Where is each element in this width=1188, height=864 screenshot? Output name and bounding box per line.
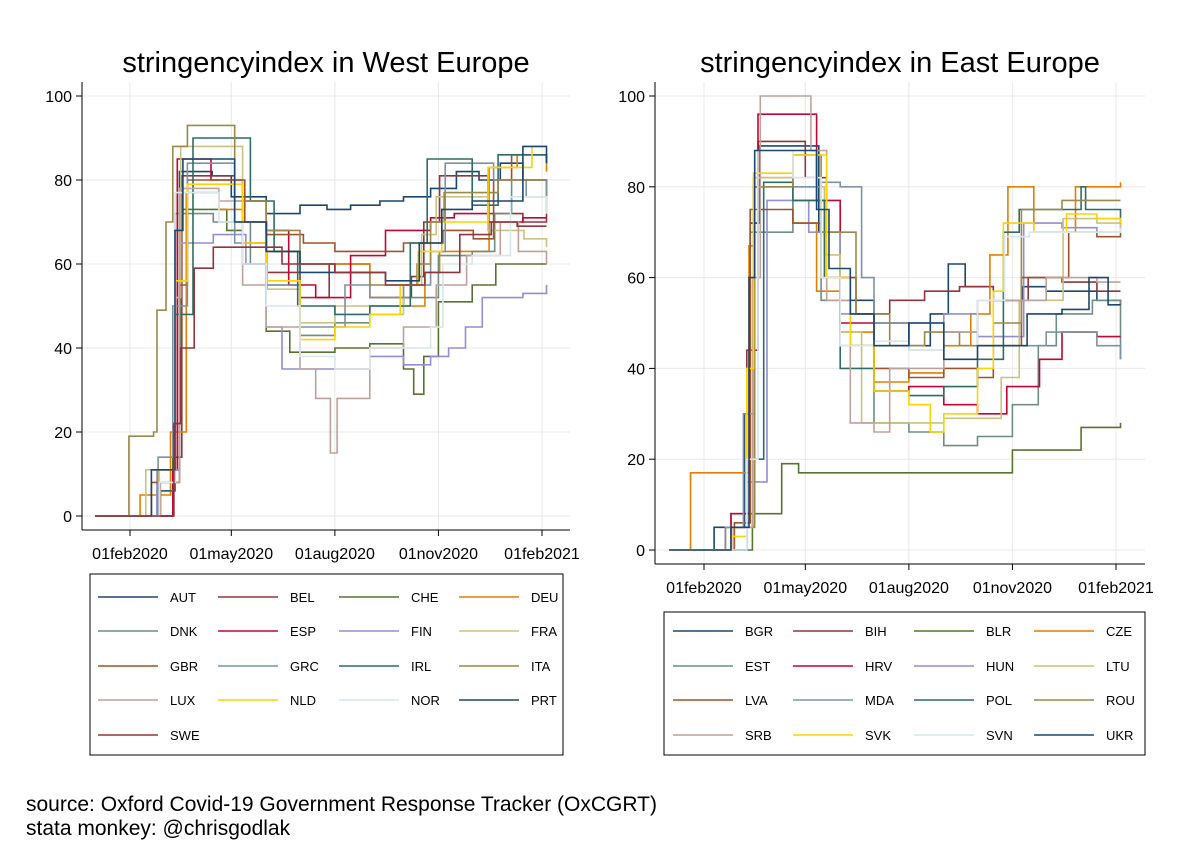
series-line-irl [95, 137, 548, 517]
chart-title: stringencyindex in East Europe [700, 47, 1100, 79]
x-tick-label: 01may2020 [763, 580, 847, 597]
x-tick-label: 01nov2020 [973, 580, 1052, 597]
legend-label-irl: IRL [411, 659, 431, 674]
chart-title: stringencyindex in West Europe [122, 47, 529, 79]
author-line: stata monkey: @chrisgodlak [26, 817, 291, 840]
y-tick-label: 80 [54, 173, 72, 190]
legend: AUT BEL CHE DEU DNK ESP FIN FRA GBR GRC IRL ITA LUX N… [89, 573, 564, 756]
legend-label-blr: BLR [986, 624, 1011, 639]
legend-label-bih: BIH [865, 624, 887, 639]
legend-label-ita: ITA [531, 659, 551, 674]
y-tick-label: 100 [45, 89, 72, 106]
series-line-blr [669, 422, 1122, 551]
series-line-bgr [669, 145, 1122, 551]
legend-label-lux: LUX [170, 693, 196, 708]
legend-label-esp: ESP [290, 624, 316, 639]
x-tick-label: 01feb2020 [92, 546, 168, 563]
legend-label-ltu: LTU [1106, 659, 1130, 674]
legend-box [663, 611, 1146, 756]
series-line-prt [95, 145, 548, 517]
y-tick-label: 20 [627, 452, 645, 469]
x-tick-label: 01may2020 [189, 546, 273, 563]
legend-label-nld: NLD [290, 693, 316, 708]
series-line-grc [95, 162, 548, 517]
y-tick-label: 40 [54, 341, 72, 358]
legend-label-bel: BEL [290, 590, 315, 605]
x-tick-label: 01feb2021 [1078, 580, 1154, 597]
legend-label-cze: CZE [1106, 624, 1132, 639]
x-tick-label: 01feb2020 [666, 580, 742, 597]
series-line-svn [669, 149, 1122, 551]
series-line-rou [669, 154, 1121, 551]
series-line-nld [95, 145, 547, 517]
y-tick-label: 100 [618, 89, 645, 106]
y-tick-label: 60 [54, 257, 72, 274]
series-line-nor [95, 191, 548, 517]
y-tick-label: 60 [627, 271, 645, 288]
legend-label-fra: FRA [531, 624, 557, 639]
legend-label-grc: GRC [290, 659, 319, 674]
series-line-gbr [95, 154, 548, 517]
legend-label-srb: SRB [745, 728, 772, 743]
series-line-svk [669, 154, 1122, 551]
legend-label-nor: NOR [411, 693, 440, 708]
legend-label-svk: SVK [865, 728, 891, 743]
y-tick-label: 80 [627, 180, 645, 197]
y-tick-label: 40 [627, 361, 645, 378]
series-line-pol [669, 181, 1122, 551]
x-tick-label: 01aug2020 [295, 546, 375, 563]
source-line: source: Oxford Covid-19 Government Respo… [26, 793, 657, 816]
legend: BGR BIH BLR CZE EST HRV HUN LTU LVA MDA POL ROU SRB S… [663, 611, 1146, 756]
series-line-esp [95, 158, 547, 517]
series-line-cze [669, 176, 1122, 551]
x-tick-label: 01aug2020 [869, 580, 949, 597]
series-line-est [669, 199, 1122, 551]
x-tick-label: 01nov2020 [399, 546, 478, 563]
legend-label-est: EST [745, 659, 770, 674]
series-line-hun [669, 199, 1122, 551]
chart-panel-1: stringencyindex in West Europe 0 20 40 60 80 1… [45, 47, 580, 756]
series-line-fin [95, 233, 548, 517]
series-line-mda [669, 181, 1122, 551]
series-line-lva [669, 208, 1122, 551]
series-line-bel [95, 175, 548, 517]
series-line-srb [669, 95, 1121, 551]
y-tick-label: 0 [63, 509, 72, 526]
legend-label-dnk: DNK [170, 624, 198, 639]
series-line-swe [95, 221, 547, 517]
series-line-ita [95, 124, 547, 517]
legend-label-che: CHE [411, 590, 439, 605]
x-tick-label: 01feb2021 [504, 546, 580, 563]
legend-box [89, 573, 564, 756]
legend-label-swe: SWE [170, 728, 200, 743]
y-tick-label: 20 [54, 425, 72, 442]
legend-label-pol: POL [986, 693, 1012, 708]
legend-label-aut: AUT [170, 590, 196, 605]
legend-label-deu: DEU [531, 590, 558, 605]
legend-label-rou: ROU [1106, 693, 1135, 708]
legend-label-lva: LVA [745, 693, 768, 708]
legend-label-prt: PRT [531, 693, 557, 708]
legend-label-bgr: BGR [745, 624, 773, 639]
series-line-ukr [669, 149, 1121, 551]
legend-label-hrv: HRV [865, 659, 893, 674]
series-line-ltu [669, 176, 1122, 551]
legend-label-mda: MDA [865, 693, 894, 708]
y-tick-label: 0 [636, 543, 645, 560]
legend-label-svn: SVN [986, 728, 1013, 743]
legend-label-hun: HUN [986, 659, 1014, 674]
legend-label-gbr: GBR [170, 659, 198, 674]
series-line-fra [95, 145, 548, 517]
chart-panel-2: stringencyindex in East Europe 0 20 40 60 80 1… [618, 47, 1154, 756]
legend-label-ukr: UKR [1106, 728, 1133, 743]
legend-label-fin: FIN [411, 624, 432, 639]
